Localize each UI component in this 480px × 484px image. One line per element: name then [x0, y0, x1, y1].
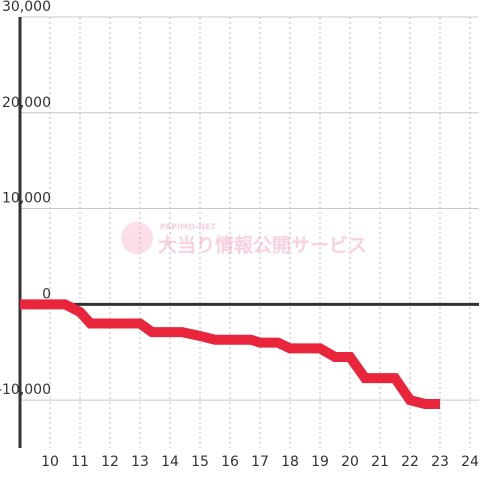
data-line: [20, 299, 440, 409]
watermark-text: 大当り情報公開サービス: [158, 234, 367, 257]
y-tick-label: 30,000: [2, 0, 51, 15]
x-tick-label: 18: [281, 454, 299, 470]
x-tick-label: 20: [341, 454, 359, 470]
x-tick-label: 19: [311, 454, 329, 470]
y-tick-label: 0: [42, 286, 51, 302]
watermark-logo: [121, 222, 153, 254]
x-tick-label: 17: [251, 454, 269, 470]
y-tick-label: -10,000: [0, 382, 51, 398]
x-tick-label: 16: [221, 454, 239, 470]
x-tick-label: 14: [161, 454, 179, 470]
y-tick-label: 20,000: [2, 95, 51, 111]
x-tick-label: 12: [101, 454, 119, 470]
y-tick-label: 10,000: [2, 191, 51, 207]
watermark-brand: PAPIMO-NET: [160, 223, 217, 232]
x-tick-label: 21: [371, 454, 389, 470]
watermark: PAPIMO-NET 大当り情報公開サービス: [121, 222, 367, 257]
x-tick-label: 23: [431, 454, 449, 470]
x-tick-label: 15: [191, 454, 209, 470]
x-tick-label: 24: [461, 454, 479, 470]
x-tick-label: 10: [41, 454, 59, 470]
x-tick-label: 13: [131, 454, 149, 470]
x-tick-label: 22: [401, 454, 419, 470]
x-tick-label: 11: [71, 454, 89, 470]
